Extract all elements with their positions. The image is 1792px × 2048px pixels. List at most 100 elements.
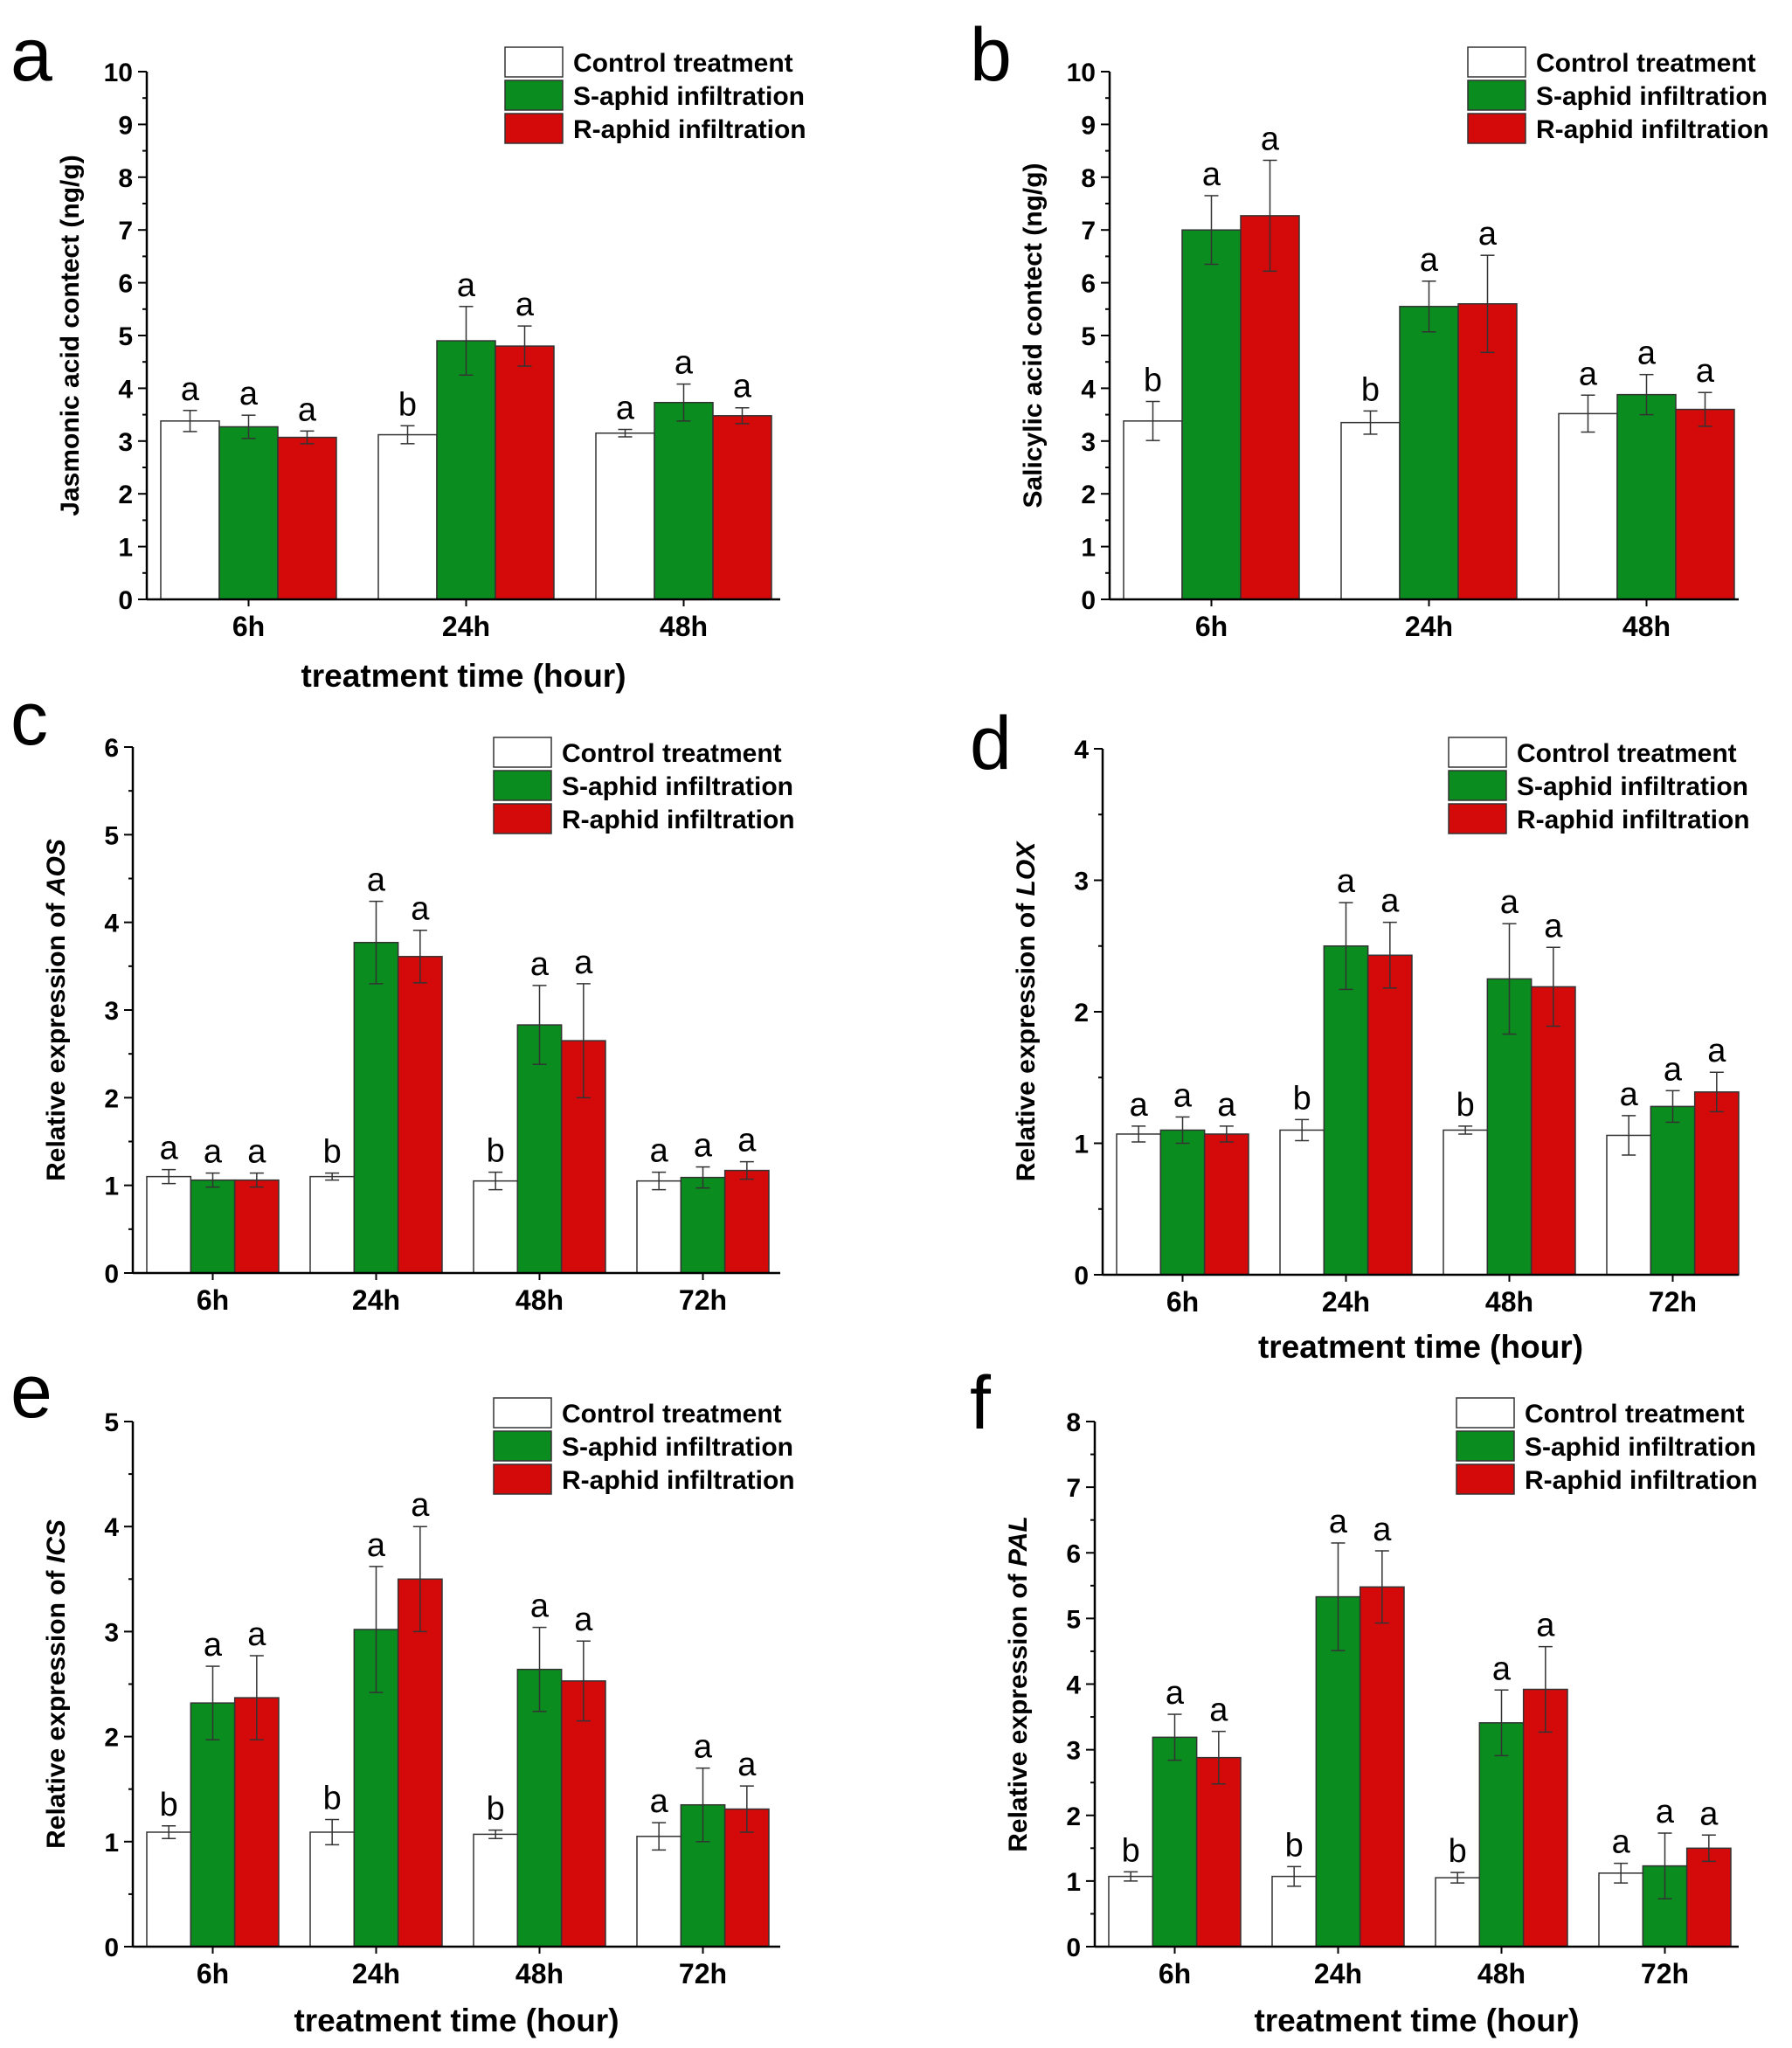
- bar-r-aphid-48h: [1530, 986, 1576, 1276]
- bar-r-aphid-72h: [1693, 1091, 1740, 1276]
- bar-control-6h: [146, 1831, 192, 1948]
- legend-swatch-r-aphid: [1467, 113, 1526, 144]
- significance-label: b: [1122, 1832, 1140, 1869]
- significance-label: a: [650, 1133, 669, 1170]
- x-axis-label: treatment time (hour): [301, 658, 626, 694]
- legend-swatch-control: [493, 737, 552, 768]
- legend-label-s-aphid: S-aphid infiltration: [1525, 1433, 1756, 1462]
- significance-label: a: [1492, 1650, 1512, 1687]
- significance-label: a: [1620, 1076, 1639, 1113]
- y-axis-label: Relative expression of AOS: [42, 839, 71, 1181]
- legend: Control treatment S-aphid infiltration R-a…: [1467, 46, 1769, 144]
- bar-s-aphid-48h: [1616, 393, 1677, 600]
- bar-r-aphid-48h: [1675, 408, 1735, 600]
- significance-label: a: [298, 391, 317, 428]
- y-tick-label: 2: [1066, 1802, 1081, 1831]
- significance-label: a: [1536, 1608, 1555, 1644]
- bar-control-24h: [1271, 1875, 1318, 1948]
- significance-label: a: [574, 944, 593, 981]
- legend-label-control: Control treatment: [1536, 49, 1756, 78]
- bar-s-aphid-6h: [190, 1179, 236, 1274]
- x-tick-label: 6h: [1166, 1286, 1199, 1318]
- legend-swatch-r-aphid: [1448, 803, 1507, 834]
- y-tick-label: 9: [118, 111, 133, 140]
- significance-label: b: [160, 1787, 178, 1823]
- bar-control-24h: [309, 1175, 356, 1274]
- legend-swatch-control: [1467, 46, 1526, 78]
- x-tick-label: 48h: [515, 1958, 564, 1989]
- x-tick-label: 48h: [1622, 611, 1671, 642]
- panel-letter: b: [970, 13, 1012, 97]
- y-tick-label: 9: [1081, 111, 1096, 140]
- bar-control-72h: [1598, 1872, 1644, 1948]
- panel-b: b 0 1 2 3 4 5 6 7 8 9 10 Salicylic acid contect (ng/…: [970, 13, 1769, 642]
- bar-s-aphid-24h: [353, 941, 399, 1274]
- y-tick-label: 2: [1081, 481, 1096, 509]
- bar-r-aphid-72h: [1685, 1847, 1732, 1948]
- bar-s-aphid-24h: [1315, 1595, 1361, 1948]
- legend: Control treatment S-aphid infiltration R-a…: [1456, 1397, 1758, 1495]
- bar-control-72h: [636, 1180, 682, 1274]
- y-tick-label: 10: [104, 59, 133, 87]
- y-tick-label: 0: [1066, 1934, 1081, 1962]
- panel-a: a 0 1 2 3 4 5 6 7 8 9 10 Jasmonic acid contect (ng/g…: [10, 13, 806, 694]
- y-tick-label: 5: [1066, 1605, 1081, 1634]
- bar-r-aphid-24h: [495, 345, 555, 600]
- legend-swatch-r-aphid: [504, 113, 564, 144]
- bar-control-72h: [636, 1836, 682, 1948]
- significance-label: a: [737, 1123, 757, 1159]
- significance-label: a: [694, 1128, 713, 1165]
- y-tick-label: 8: [1066, 1408, 1081, 1437]
- y-tick-label: 6: [104, 734, 119, 763]
- significance-label: a: [204, 1134, 223, 1171]
- legend-label-r-aphid: R-aphid infiltration: [562, 1466, 795, 1495]
- bar-control-24h: [1340, 421, 1401, 600]
- y-tick-label: 0: [1074, 1262, 1089, 1290]
- significance-label: a: [1612, 1824, 1631, 1861]
- legend: Control treatment S-aphid infiltration R-a…: [493, 1397, 795, 1495]
- x-tick-label: 24h: [442, 611, 490, 642]
- y-tick-label: 5: [118, 322, 133, 351]
- significance-label: a: [1373, 1512, 1392, 1548]
- y-tick-label: 7: [1081, 217, 1096, 246]
- legend-swatch-control: [1456, 1397, 1515, 1429]
- bar-control-6h: [1123, 420, 1183, 600]
- x-tick-label: 72h: [679, 1958, 727, 1989]
- x-tick-label: 72h: [1649, 1286, 1697, 1318]
- legend: Control treatment S-aphid infiltration R-a…: [504, 46, 806, 144]
- y-tick-label: 1: [1074, 1131, 1089, 1159]
- significance-label: a: [411, 1487, 430, 1524]
- bar-s-aphid-48h: [654, 401, 714, 600]
- y-tick-label: 4: [118, 375, 133, 404]
- significance-label: a: [1664, 1051, 1683, 1088]
- significance-label: a: [1217, 1087, 1236, 1124]
- significance-label: a: [530, 1588, 550, 1625]
- bar-s-aphid-24h: [1399, 306, 1459, 600]
- significance-label: a: [737, 1747, 757, 1783]
- significance-label: a: [181, 371, 200, 408]
- significance-label: a: [1166, 1675, 1185, 1712]
- bar-control-48h: [1435, 1877, 1481, 1948]
- legend: Control treatment S-aphid infiltration R-a…: [1448, 737, 1750, 834]
- bar-control-6h: [146, 1175, 192, 1274]
- x-axis-label: treatment time (hour): [1254, 2003, 1579, 2038]
- significance-label: b: [1449, 1833, 1467, 1870]
- panel-letter: e: [10, 1350, 52, 1434]
- y-axis-label: Relative expression of LOX: [1012, 841, 1041, 1181]
- bar-r-aphid-6h: [277, 436, 337, 600]
- bar-control-24h: [377, 433, 438, 600]
- y-axis-label: Jasmonic acid contect (ng/g): [56, 155, 85, 515]
- significance-label: a: [367, 1527, 386, 1564]
- significance-label: b: [1285, 1827, 1304, 1864]
- y-tick-label: 1: [104, 1173, 119, 1201]
- significance-label: a: [1579, 356, 1598, 392]
- bar-s-aphid-72h: [1650, 1105, 1696, 1276]
- y-tick-label: 5: [104, 821, 119, 850]
- y-tick-label: 4: [1081, 375, 1096, 404]
- bar-control-6h: [1116, 1133, 1162, 1276]
- bar-r-aphid-6h: [1195, 1756, 1242, 1948]
- x-tick-label: 6h: [1195, 611, 1228, 642]
